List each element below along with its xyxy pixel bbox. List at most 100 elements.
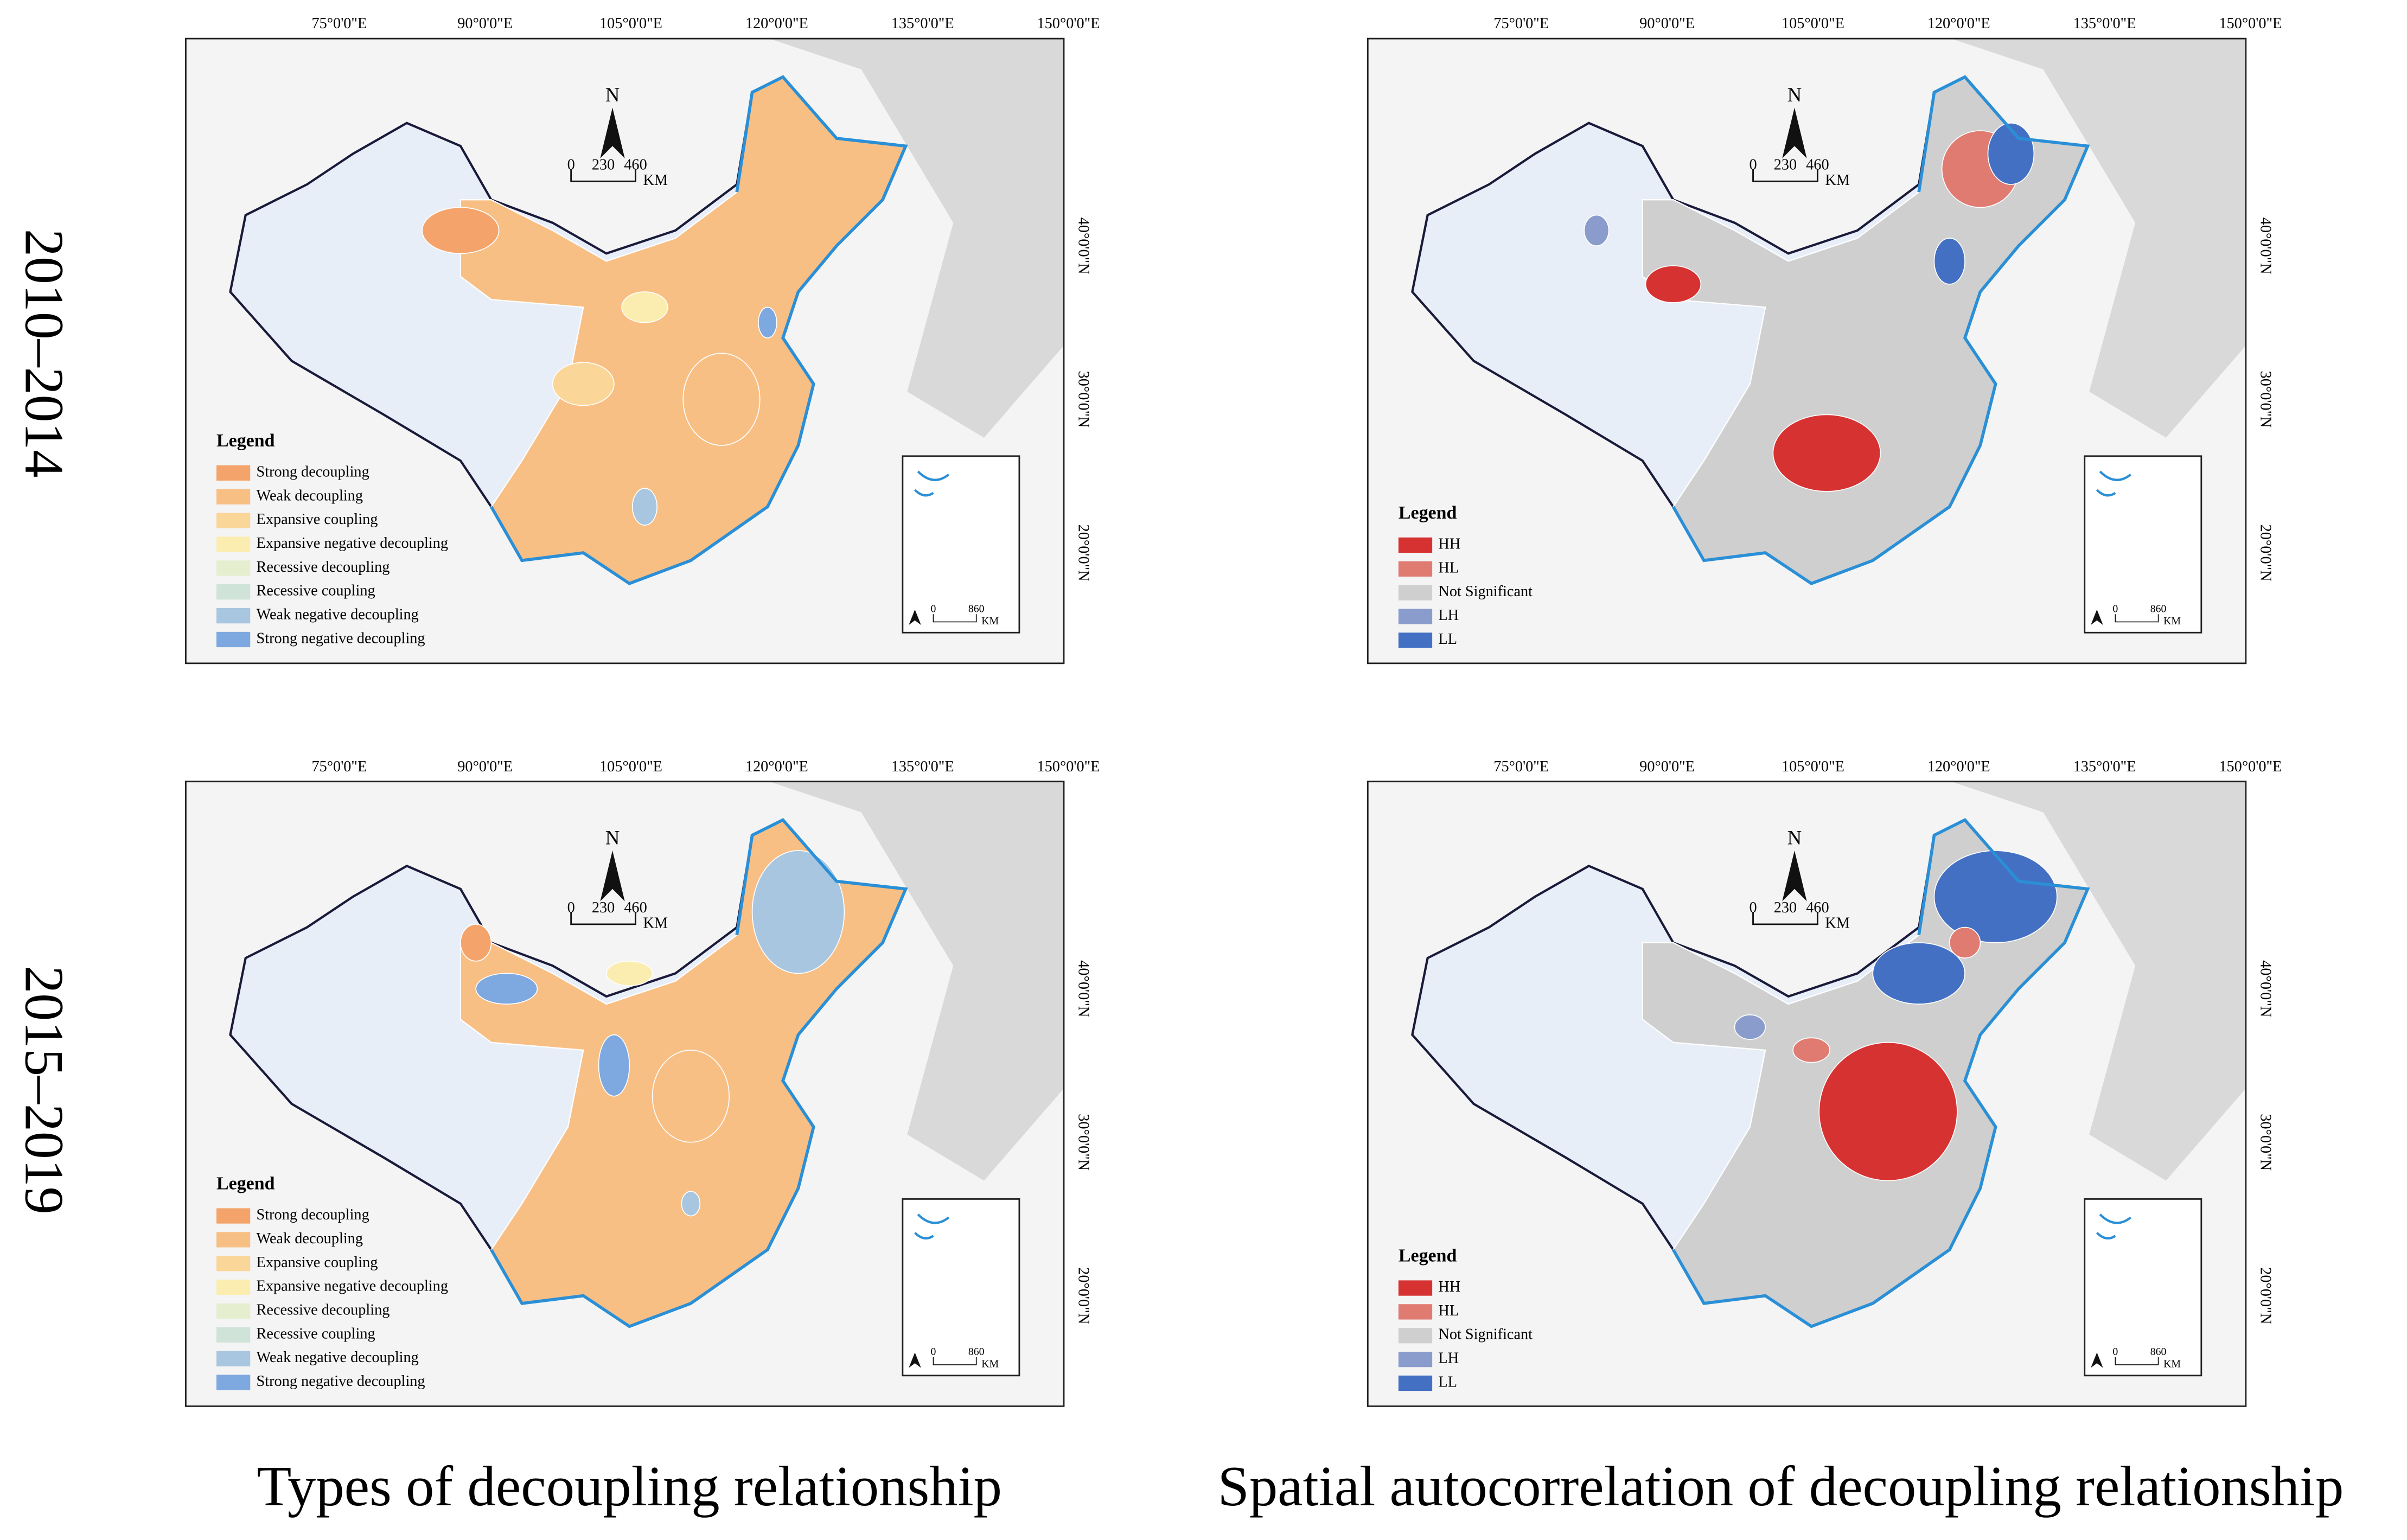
scale-unit: KM — [643, 915, 668, 931]
map-frame — [1367, 781, 2247, 1407]
legend-swatch — [1398, 537, 1433, 553]
map-frame — [184, 37, 1065, 664]
longitude-label: 120°0'0"E — [745, 758, 808, 775]
longitude-label: 75°0'0"E — [311, 758, 367, 775]
legend-label: Strong decoupling — [257, 463, 369, 480]
inset-scale-tick: 860 — [2150, 1346, 2167, 1358]
longitude-label: 105°0'0"E — [599, 15, 662, 32]
legend-label: Recessive decoupling — [257, 559, 390, 576]
legend-label: Recessive coupling — [257, 1325, 375, 1342]
legend-label: LH — [1438, 607, 1459, 624]
scale-tick: 230 — [1774, 899, 1797, 916]
inset-scale-bar — [2115, 614, 2159, 623]
neighbor-land — [1951, 39, 2246, 438]
inset-scale-tick: 860 — [968, 603, 985, 615]
legend-swatch — [1398, 1351, 1433, 1368]
coastline — [1671, 817, 2090, 1328]
longitude-label: 105°0'0"E — [1782, 758, 1844, 775]
latitude-label: 20°0'0"N — [1075, 1267, 1091, 1324]
legend-title: Legend — [216, 431, 275, 451]
latitude-label: 30°0'0"N — [1075, 1114, 1091, 1171]
longitude-label: 90°0'0"E — [1639, 15, 1695, 32]
longitude-label: 120°0'0"E — [1927, 758, 1990, 775]
region — [1734, 1014, 1766, 1040]
column-caption: Spatial autocorrelation of decoupling re… — [1218, 1455, 2344, 1518]
legend-swatch — [216, 608, 251, 624]
north-arrow — [600, 107, 625, 158]
scale-unit: KM — [643, 172, 668, 189]
latitude-label: 20°0'0"N — [1075, 525, 1091, 582]
region — [1933, 238, 1965, 285]
legend-swatch — [216, 584, 251, 600]
scale-tick: 230 — [1774, 157, 1797, 174]
legend-swatch — [216, 513, 251, 528]
longitude-label: 105°0'0"E — [1782, 15, 1844, 32]
inset-arrow — [2091, 609, 2103, 625]
legend-swatch — [216, 1327, 251, 1343]
longitude-label: 135°0'0"E — [2073, 758, 2136, 775]
inset-scale-bar — [933, 1357, 977, 1365]
legend-swatch — [216, 489, 251, 504]
legend-swatch — [216, 560, 251, 576]
legend-label: HH — [1438, 1279, 1460, 1295]
legend-swatch — [1398, 585, 1433, 600]
legend-swatch — [1398, 609, 1433, 624]
legend-label: Not Significant — [1438, 583, 1533, 600]
legend-swatch — [216, 1279, 251, 1295]
coastline — [1671, 75, 2090, 585]
inset-scale-tick: 860 — [968, 1346, 985, 1358]
inset-scale-unit: KM — [981, 1358, 999, 1370]
legend-swatch — [1398, 1328, 1433, 1344]
region — [460, 924, 492, 962]
legend-swatch — [1398, 1304, 1433, 1320]
inset-frame — [2084, 455, 2202, 634]
neighbor-land — [1951, 781, 2246, 1181]
neighbor-land — [769, 39, 1064, 438]
scale-unit: KM — [1825, 915, 1850, 931]
latitude-label: 20°0'0"N — [2257, 1267, 2274, 1324]
latitude-label: 40°0'0"N — [2257, 960, 2274, 1017]
inset-coast — [914, 1213, 950, 1239]
inset-frame — [902, 1198, 1020, 1377]
region — [1818, 1041, 1958, 1181]
north-arrow — [600, 851, 625, 902]
region — [1645, 265, 1702, 303]
legend-label: LL — [1438, 631, 1457, 648]
longitude-label: 135°0'0"E — [891, 758, 954, 775]
scale-bar — [570, 169, 636, 182]
longitude-label: 120°0'0"E — [1927, 15, 1990, 32]
scale-tick: 0 — [567, 157, 575, 174]
region — [1584, 214, 1610, 246]
inset-arrow — [909, 1352, 921, 1368]
north-label: N — [1787, 84, 1802, 106]
legend-title: Legend — [216, 1174, 275, 1194]
inset-arrow — [2091, 1352, 2103, 1368]
legend-label: HL — [1438, 559, 1459, 576]
region — [422, 207, 500, 254]
latitude-label: 30°0'0"N — [2257, 371, 2274, 428]
longitude-label: 75°0'0"E — [1493, 758, 1549, 775]
latitude-label: 20°0'0"N — [2257, 525, 2274, 582]
scale-tick: 230 — [592, 157, 615, 174]
inset-scale-tick: 0 — [931, 1346, 936, 1358]
legend-label: Strong negative decoupling — [257, 630, 425, 647]
legend-label: Weak negative decoupling — [257, 606, 419, 623]
inset-coast — [2096, 1213, 2131, 1239]
legend-label: Expansive coupling — [257, 511, 378, 528]
north-label: N — [605, 84, 620, 106]
longitude-label: 135°0'0"E — [2073, 15, 2136, 32]
legend-label: Weak decoupling — [257, 1230, 363, 1247]
region — [758, 306, 777, 338]
inset-scale-tick: 0 — [931, 603, 936, 615]
legend-swatch — [216, 1303, 251, 1319]
longitude-label: 90°0'0"E — [457, 15, 513, 32]
legend-swatch — [216, 631, 251, 648]
coastline — [490, 817, 908, 1328]
latitude-label: 30°0'0"N — [1075, 371, 1091, 428]
longitude-label: 150°0'0"E — [2219, 15, 2282, 32]
